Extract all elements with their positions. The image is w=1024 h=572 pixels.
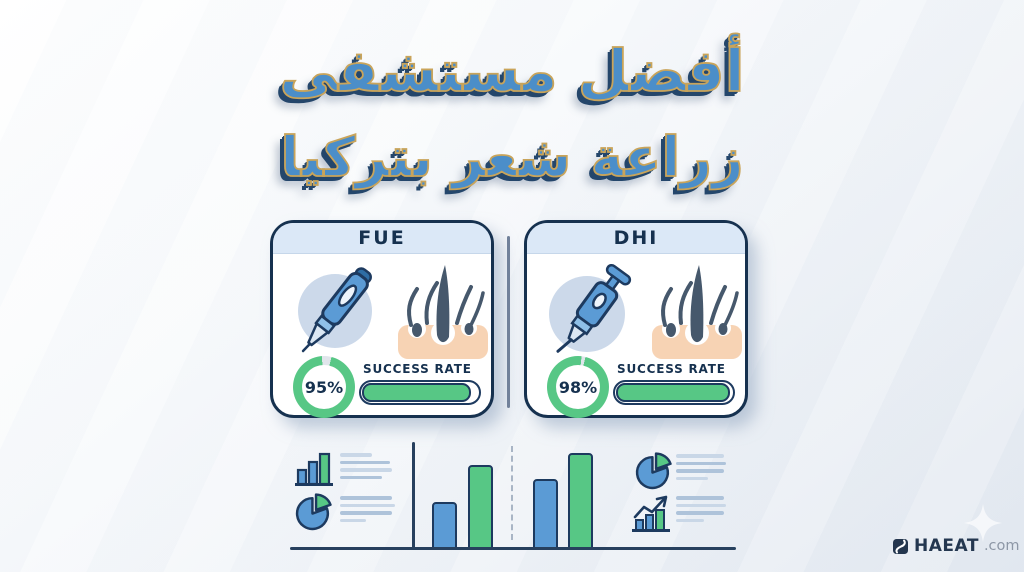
card-fue: FUE [270, 220, 494, 418]
sparkle-icon [963, 503, 1003, 543]
dhi-success-percent: 98% [558, 377, 598, 397]
growth-chart-icon [632, 495, 670, 532]
hair-follicle-icon [398, 265, 488, 359]
chart-y-axis [412, 442, 415, 550]
success-donut-dhi: 98% [547, 356, 609, 418]
card-fue-title: FUE [358, 227, 406, 249]
card-dhi: DHI [524, 220, 748, 418]
cards-divider [507, 236, 510, 408]
pie-chart-icon [295, 493, 332, 531]
fue-success-progressbar [359, 380, 481, 405]
card-fue-header: FUE [273, 223, 491, 254]
dhi-success-progress-fill [616, 383, 731, 402]
placeholder-lines [676, 454, 732, 484]
implanter-pen-icon [549, 263, 632, 353]
bar-fue-green [468, 465, 493, 549]
placeholder-lines [676, 496, 732, 526]
fue-success-progress-fill [362, 383, 471, 402]
mini-bar-chart-icon [295, 452, 333, 486]
fue-success-percent: 95% [304, 377, 344, 397]
bar-dhi-blue [533, 479, 558, 549]
chart-x-axis [290, 547, 736, 550]
pie-chart-icon [635, 452, 672, 490]
placeholder-lines [340, 453, 396, 483]
title-line-2: زراعة شعر بتركيا [280, 124, 745, 190]
page-title: أفضل مستشفى زراعة شعر بتركيا [0, 28, 1024, 200]
punch-pen-icon [298, 267, 372, 353]
brand-name: HAEAT [914, 536, 979, 556]
comparison-bar-chart [290, 440, 736, 550]
hair-follicle-icon [652, 265, 742, 359]
chart-dashed-divider [511, 446, 513, 540]
bar-fue-blue [432, 502, 457, 549]
success-donut-fue-value: 95% [302, 365, 346, 409]
card-dhi-header: DHI [527, 223, 745, 254]
dhi-success-rate-label: SUCCESS RATE [617, 362, 726, 376]
title-line-1: أفضل مستشفى [279, 36, 746, 106]
placeholder-lines [340, 496, 402, 526]
haeat-monogram-icon [893, 539, 908, 554]
card-dhi-title: DHI [613, 227, 659, 249]
brand-suffix: .com [983, 538, 1020, 554]
brand-logo: HAEAT .com [892, 536, 1020, 556]
success-donut-fue: 95% [293, 356, 355, 418]
success-donut-dhi-value: 98% [556, 365, 600, 409]
fue-success-rate-label: SUCCESS RATE [363, 362, 472, 376]
dhi-success-progressbar [613, 380, 735, 405]
bar-dhi-green [568, 453, 593, 549]
